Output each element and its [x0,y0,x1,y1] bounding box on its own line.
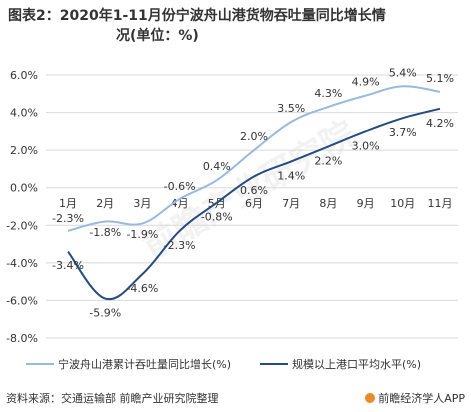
data-label: 0.6% [240,184,268,197]
x-tick-label: 7月 [282,197,300,210]
data-label: 5.4% [389,66,417,79]
data-label: -0.6% [164,180,196,193]
chart-title: 图表2：2020年1-11月份宁波舟山港货物吞吐量同比增长情 况(单位：%) [8,6,463,46]
data-label: 5.1% [426,72,454,85]
chart-title-line1: 图表2：2020年1-11月份宁波舟山港货物吞吐量同比增长情 [8,8,386,24]
y-tick-label: -6.0% [6,294,38,307]
y-tick-label: -8.0% [6,332,38,345]
data-label: 0.4% [203,160,231,173]
y-tick-label: 0.0% [10,182,38,195]
y-tick-label: -4.0% [6,257,38,270]
chart-title-line2: 况(单位：%) [116,28,199,44]
y-tick-label: -2.0% [6,219,38,232]
x-tick-label: 3月 [133,197,151,210]
data-label: -4.6% [126,282,158,295]
y-tick-label: 4.0% [10,107,38,120]
brand-name: 前瞻经济学人APP [378,392,465,405]
data-label: -3.4% [52,259,84,272]
x-tick-label: 6月 [245,197,263,210]
x-tick-label: 11月 [428,197,453,210]
data-label: 3.7% [389,126,417,139]
data-label: 4.9% [352,76,380,89]
y-tick-label: 6.0% [10,69,38,82]
x-tick-label: 8月 [319,197,337,210]
data-label: 4.2% [426,117,454,130]
legend-label-2: 规模以上港口平均水平(%) [292,357,421,371]
x-tick-label: 4月 [171,197,189,210]
data-label: 2.2% [314,154,342,167]
data-label: 2.0% [240,130,268,143]
data-label: 1.4% [277,169,305,182]
data-label: 4.3% [314,87,342,100]
y-tick-label: 2.0% [10,144,38,157]
x-tick-label: 10月 [390,197,415,210]
data-label: -2.3% [52,212,84,225]
source-note: 资料来源：交通运输部 前瞻产业研究院整理 [6,392,219,405]
data-label: -2.3% [164,239,196,252]
data-label: -0.8% [201,211,233,224]
data-label: -1.8% [89,226,121,239]
data-label: -1.9% [126,228,158,241]
x-tick-label: 2月 [96,197,114,210]
x-tick-label: 9月 [357,197,375,210]
data-label: -5.9% [89,307,121,320]
data-label: 3.5% [277,102,305,115]
brand-logo-icon [365,393,376,403]
legend-label-1: 宁波舟山港累计吞吐量同比增长(%) [58,357,231,371]
brand-credit: 前瞻经济学人APP [365,390,465,406]
x-tick-label: 1月 [59,197,77,210]
data-label: 3.0% [352,139,380,152]
